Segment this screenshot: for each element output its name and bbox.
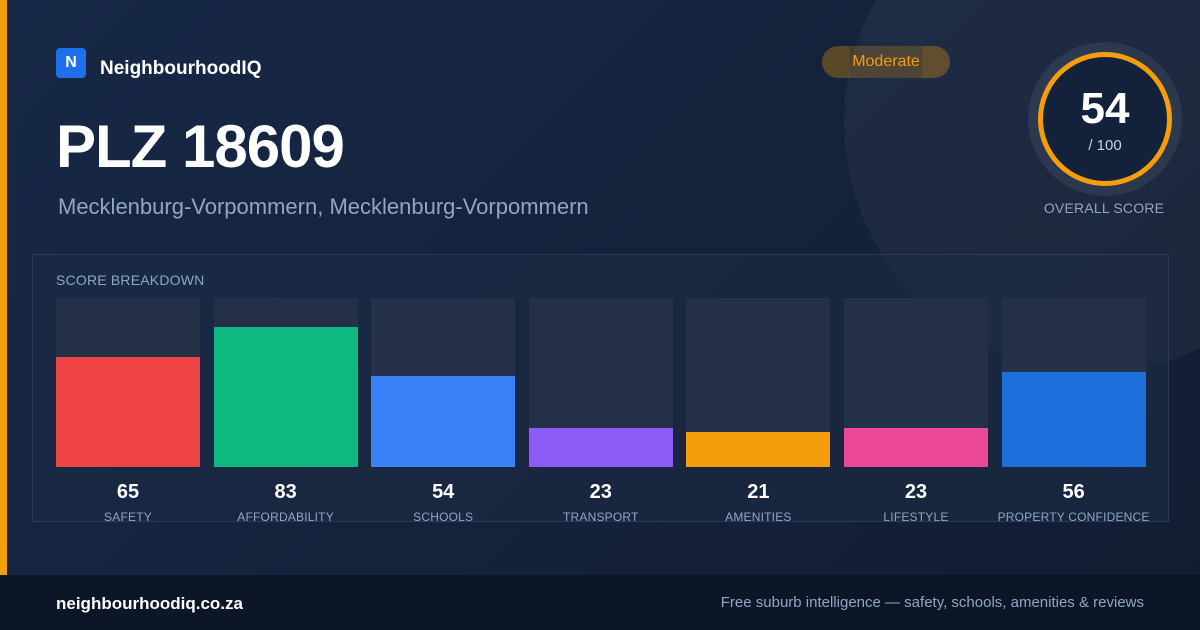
bar-column-affordability: 83 AFFORDABILITY (213, 298, 358, 524)
overall-score-label: OVERALL SCORE (1043, 200, 1165, 216)
bar-label-schools: SCHOOLS (413, 510, 474, 524)
bar-track-safety (56, 298, 200, 467)
region-subtitle: Mecklenburg-Vorpommern, Mecklenburg-Vorp… (58, 194, 589, 219)
bar-column-transport: 23 TRANSPORT (528, 298, 673, 524)
bar-column-lifestyle: 23 LIFESTYLE (844, 298, 988, 524)
score-breakdown-chart: 65 SAFETY 83 AFFORDABILITY 54 SCHOOLS 23 TRANSP… (56, 298, 1149, 524)
overall-score-max: / 100 (1088, 137, 1122, 154)
bar-value-affordability: 83 (274, 481, 297, 503)
overall-score-value: 54 (1080, 84, 1130, 133)
footer-domain-link[interactable]: neighbourhoodiq.co.za (56, 594, 243, 613)
bar-affordability (213, 326, 358, 467)
bar-label-lifestyle: LIFESTYLE (883, 510, 949, 524)
bar-property-confidence (1001, 372, 1146, 467)
rating-badge: Moderate (822, 46, 950, 78)
footer: neighbourhoodiq.co.za Free suburb intell… (0, 575, 1200, 630)
bar-lifestyle (844, 428, 988, 467)
bar-label-property-confidence: PROPERTY CONFIDENCE (997, 510, 1150, 524)
score-breakdown-panel: SCORE BREAKDOWN 65 SAFETY 83 AFFORDABILITY 5… (32, 254, 1169, 524)
bar-label-transport: TRANSPORT (563, 510, 639, 524)
bar-amenities (686, 431, 831, 467)
bar-value-schools: 54 (432, 481, 455, 503)
brand[interactable]: N NeighbourhoodIQ (56, 46, 261, 80)
bar-column-amenities: 21 AMENITIES (686, 298, 831, 524)
rating-badge-label: Moderate (852, 53, 920, 70)
bar-column-safety: 65 SAFETY (56, 298, 200, 524)
bar-label-amenities: AMENITIES (725, 510, 792, 524)
brand-logo-icon: N (56, 48, 86, 78)
bar-value-transport: 23 (589, 481, 612, 503)
bar-value-amenities: 21 (747, 481, 770, 503)
page-title: PLZ 18609 (56, 113, 345, 180)
bar-track-transport (528, 298, 673, 467)
bar-label-safety: SAFETY (104, 510, 152, 524)
bar-column-schools: 54 SCHOOLS (371, 298, 516, 524)
score-breakdown-title: SCORE BREAKDOWN (56, 272, 205, 288)
bar-safety (56, 357, 200, 467)
bar-track-affordability (213, 298, 358, 467)
bar-value-safety: 65 (116, 481, 140, 503)
bar-track-amenities (686, 298, 831, 467)
bar-label-affordability: AFFORDABILITY (237, 510, 334, 524)
bar-track-property-confidence (1001, 298, 1146, 467)
bar-value-lifestyle: 23 (904, 481, 928, 503)
bar-column-property-confidence: 56 PROPERTY CONFIDENCE (998, 298, 1149, 524)
overall-score-ring: 54 / 100 (1028, 42, 1182, 196)
bar-schools (371, 375, 516, 467)
footer-tagline: Free suburb intelligence — safety, schoo… (720, 594, 1144, 611)
brand-name: NeighbourhoodIQ (100, 58, 262, 79)
bar-value-property-confidence: 56 (1062, 481, 1085, 503)
accent-bar (0, 0, 7, 575)
overall-score-ring-progress: 54 / 100 (1038, 52, 1172, 186)
bar-transport (528, 428, 673, 467)
bar-track-lifestyle (844, 298, 988, 467)
bar-track-schools (371, 298, 516, 467)
